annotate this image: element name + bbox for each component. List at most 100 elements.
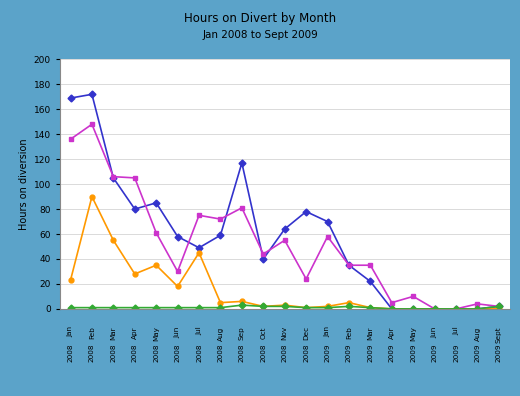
First Hill [367, 279, 373, 284]
Ballard [153, 263, 159, 268]
First Hill [89, 92, 95, 97]
Issaquah [410, 307, 417, 311]
Text: 2008: 2008 [261, 344, 266, 362]
Ballard [388, 307, 395, 311]
Text: Mar: Mar [110, 326, 116, 340]
Ballard [474, 307, 480, 311]
First Hill [346, 263, 352, 268]
Text: 2009: 2009 [389, 344, 395, 362]
Cherry Hill [260, 251, 266, 256]
Text: 2008: 2008 [89, 344, 95, 362]
First Hill [196, 246, 202, 250]
Text: Jan: Jan [324, 326, 331, 337]
Text: 2008: 2008 [196, 344, 202, 362]
Text: 2008: 2008 [239, 344, 245, 362]
Text: Nov: Nov [282, 326, 288, 341]
Ballard [68, 278, 74, 283]
Issaquah [89, 305, 95, 310]
Cherry Hill [432, 307, 438, 311]
Text: 2008: 2008 [175, 344, 180, 362]
Ballard [110, 238, 116, 243]
First Hill [68, 96, 74, 101]
Ballard [196, 250, 202, 255]
Line: First Hill: First Hill [68, 92, 501, 311]
Issaquah [432, 307, 438, 311]
Cherry Hill [367, 263, 373, 268]
Cherry Hill [89, 122, 95, 127]
Cherry Hill [281, 238, 288, 243]
Text: 2009: 2009 [324, 344, 331, 362]
First Hill [132, 207, 138, 211]
Issaquah [196, 305, 202, 310]
Ballard [367, 305, 373, 310]
Text: Jul: Jul [196, 326, 202, 335]
Issaquah [303, 305, 309, 310]
Text: 2008: 2008 [303, 344, 309, 362]
Ballard [303, 305, 309, 310]
Text: Sept: Sept [496, 326, 502, 343]
Text: May: May [410, 326, 416, 341]
First Hill [281, 227, 288, 231]
Text: 2008: 2008 [110, 344, 116, 362]
Cherry Hill [239, 206, 245, 210]
Ballard [281, 303, 288, 308]
First Hill [217, 233, 224, 238]
Cherry Hill [410, 294, 417, 299]
Text: Hours on Divert by Month: Hours on Divert by Month [184, 12, 336, 25]
Cherry Hill [303, 276, 309, 281]
Text: 2008: 2008 [282, 344, 288, 362]
Issaquah [153, 305, 159, 310]
Issaquah [68, 305, 74, 310]
Text: Aug: Aug [217, 326, 224, 341]
Text: 2008: 2008 [153, 344, 159, 362]
Ballard [175, 284, 181, 289]
Ballard [410, 307, 417, 311]
Issaquah [324, 305, 331, 310]
Text: 2009: 2009 [496, 344, 502, 362]
Issaquah [496, 304, 502, 309]
First Hill [496, 304, 502, 309]
Cherry Hill [196, 213, 202, 218]
Text: Sep: Sep [239, 326, 245, 340]
Ballard [324, 304, 331, 309]
Text: Jan: Jan [68, 326, 73, 337]
Text: 2008: 2008 [132, 344, 138, 362]
Cherry Hill [453, 307, 459, 311]
First Hill [260, 257, 266, 261]
Text: Apr: Apr [389, 326, 395, 339]
Issaquah [346, 304, 352, 309]
Cherry Hill [217, 217, 224, 221]
Text: Jun: Jun [175, 326, 180, 338]
Issaquah [260, 304, 266, 309]
Y-axis label: Hours on diversion: Hours on diversion [19, 138, 29, 230]
Cherry Hill [346, 263, 352, 268]
First Hill [175, 234, 181, 239]
Cherry Hill [153, 230, 159, 235]
Issaquah [239, 303, 245, 308]
Issaquah [367, 305, 373, 310]
First Hill [153, 200, 159, 205]
Cherry Hill [388, 300, 395, 305]
Text: 2009: 2009 [410, 344, 416, 362]
Issaquah [217, 305, 224, 310]
First Hill [239, 160, 245, 165]
First Hill [474, 307, 480, 311]
First Hill [410, 307, 417, 311]
First Hill [388, 307, 395, 311]
Issaquah [388, 307, 395, 311]
Ballard [453, 307, 459, 311]
Ballard [89, 194, 95, 199]
Cherry Hill [175, 269, 181, 274]
Text: Feb: Feb [89, 326, 95, 339]
Cherry Hill [110, 174, 116, 179]
Text: Aug: Aug [474, 326, 480, 341]
Text: 2008: 2008 [217, 344, 224, 362]
Line: Cherry Hill: Cherry Hill [68, 122, 501, 311]
Ballard [132, 272, 138, 276]
Issaquah [132, 305, 138, 310]
First Hill [303, 209, 309, 214]
First Hill [110, 175, 116, 180]
Text: 2009: 2009 [432, 344, 438, 362]
Text: Feb: Feb [346, 326, 352, 339]
Text: Jun: Jun [432, 326, 438, 338]
